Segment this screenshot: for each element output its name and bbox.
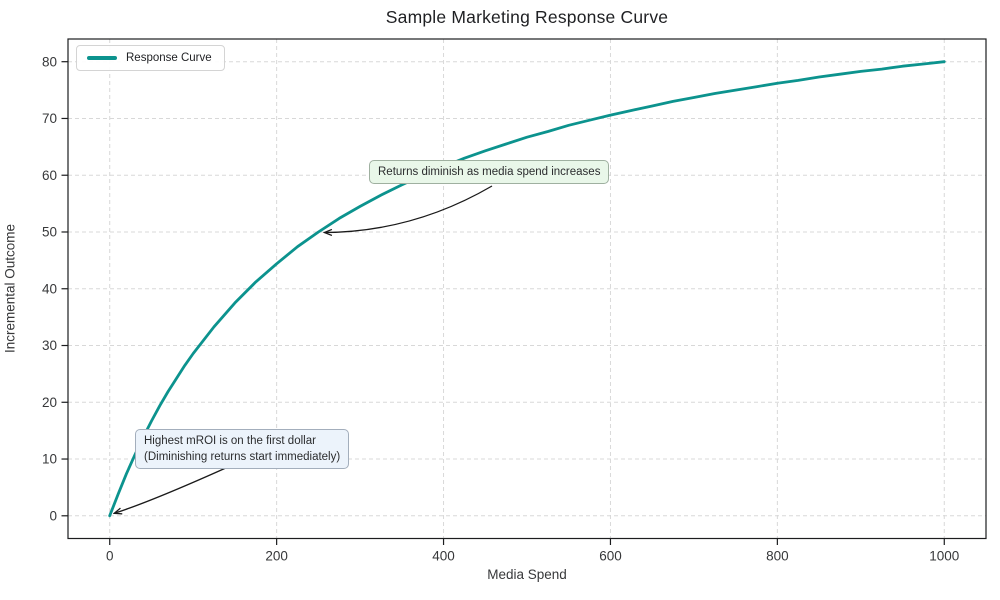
y-tick-label: 20 xyxy=(42,395,57,410)
y-tick-label: 10 xyxy=(42,452,57,467)
x-tick-label: 0 xyxy=(106,549,114,564)
y-tick-label: 60 xyxy=(42,168,57,183)
legend-line-swatch xyxy=(87,56,117,60)
y-tick-label: 80 xyxy=(42,54,57,69)
response-curve-line xyxy=(108,60,946,518)
chart-title: Sample Marketing Response Curve xyxy=(385,7,669,27)
annotation-highest-mroi: Highest mROI is on the first dollar (Dim… xyxy=(135,429,350,469)
y-tick-label: 0 xyxy=(49,508,57,523)
legend: Response Curve xyxy=(76,45,225,71)
y-tick-label: 40 xyxy=(42,281,57,296)
y-tick-label: 50 xyxy=(42,225,57,240)
axis-layer: 0 200 400 600 800 1000 0 10 20 30 40 50 60 70 80 xyxy=(42,38,987,564)
y-tick-label: 30 xyxy=(42,338,57,353)
y-axis-label: Incremental Outcome xyxy=(2,223,18,354)
x-axis-label: Media Spend xyxy=(487,567,567,582)
x-tick-label: 800 xyxy=(766,549,789,564)
annotation-arrow-layer xyxy=(114,185,493,513)
y-tick-label: 70 xyxy=(42,111,57,126)
legend-label: Response Curve xyxy=(126,52,212,64)
annotation-arrow xyxy=(114,466,229,513)
annotation-diminishing-returns: Returns diminish as media spend increase… xyxy=(369,160,610,184)
x-tick-label: 1000 xyxy=(929,549,959,564)
series-layer xyxy=(108,60,946,518)
x-tick-label: 200 xyxy=(265,549,288,564)
annotation-arrow xyxy=(324,185,493,233)
x-tick-label: 600 xyxy=(599,549,622,564)
x-tick-label: 400 xyxy=(432,549,455,564)
